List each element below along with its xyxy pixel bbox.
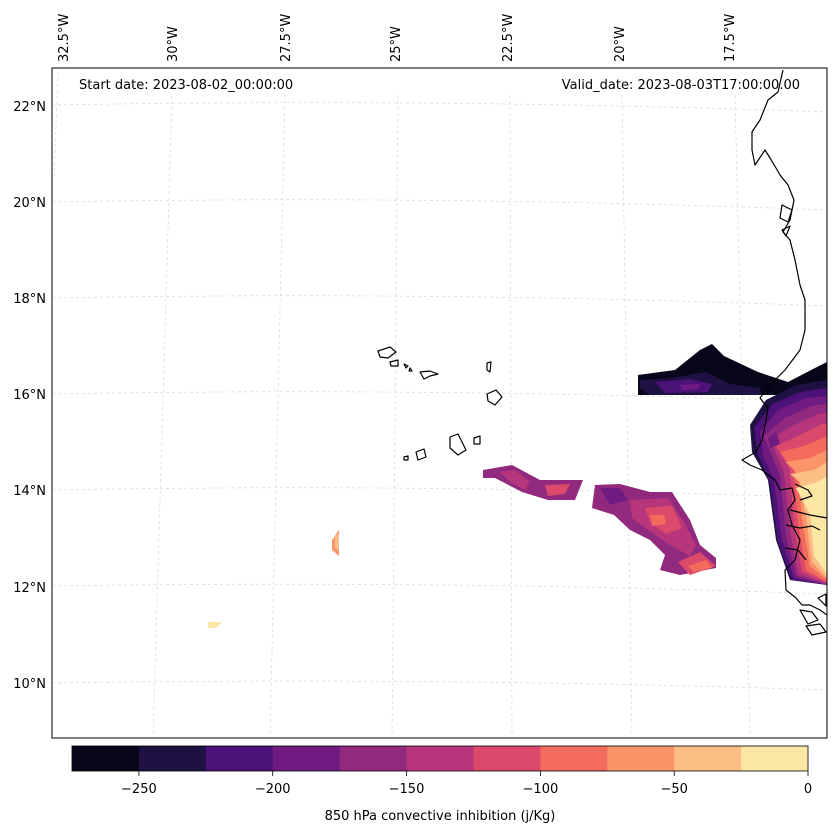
lat-labels: 22°N 20°N 18°N 16°N 14°N 12°N 10°N [13,100,46,692]
colorbar-segment [607,746,675,771]
coastlines [377,69,828,636]
colorbar-segment [741,746,809,771]
cin-patch-central-west [483,465,583,500]
island-sao-nicolau [419,370,439,380]
colorbar-tick-label: −200 [255,782,291,797]
colorbar-tick-label: −150 [389,782,425,797]
lon-label: 30°W [166,26,181,62]
island-boa-vista [486,389,503,406]
colorbar-tick-label: 0 [804,782,812,797]
lat-label: 10°N [13,677,46,692]
lat-label: 12°N [13,581,46,596]
colorbar-title: 850 hPa convective inhibition (j/Kg) [324,809,556,824]
lat-label: 16°N [13,388,46,403]
map-frame [51,67,828,739]
colorbar-tick-label: −100 [523,782,559,797]
lon-label: 22.5°W [501,14,516,62]
lon-label: 17.5°W [723,14,738,62]
lat-label: 20°N [13,196,46,211]
lon-label: 20°W [613,26,628,62]
colorbar-segment [72,746,140,771]
colorbar-segment [339,746,408,771]
colorbar-tick-labels: −250 −200 −150 −100 −50 0 [121,782,812,797]
valid-date-label: Valid_date: 2023-08-03T17:00:00.00 [561,78,800,93]
lat-label: 22°N [13,100,46,115]
colorbar-ticks [138,771,809,776]
graticule [51,71,828,739]
colorbar-segment [473,746,541,771]
colorbar-segment [205,746,274,771]
lat-label: 18°N [13,292,46,307]
lon-label: 27.5°W [279,14,294,62]
island-sao-vicente [389,359,399,367]
colorbar-tick-label: −250 [121,782,157,797]
cin-patch-west-tiny [208,622,222,628]
lat-label: 14°N [13,484,46,499]
island-fogo [415,448,427,461]
colorbar-segment [540,746,608,771]
colorbar-tick-label: −50 [660,782,687,797]
colorbar [72,746,809,771]
start-date-label: Start date: 2023-08-02_00:00:00 [79,78,294,93]
lon-label: 32.5°W [57,14,72,62]
island-maio [473,435,481,445]
colorbar-segment [674,746,742,771]
island-santo-antao [377,346,397,359]
colorbar-frame [71,745,809,772]
colorbar-segment [406,746,474,771]
colorbar-segment [138,746,207,771]
lon-label: 25°W [389,26,404,62]
island-santiago [449,433,467,456]
lon-labels: 32.5°W 30°W 27.5°W 25°W 22.5°W 20°W 17.5… [57,14,738,62]
colorbar-segment [272,746,341,771]
cin-contours [208,344,827,628]
island-sal [486,361,492,373]
